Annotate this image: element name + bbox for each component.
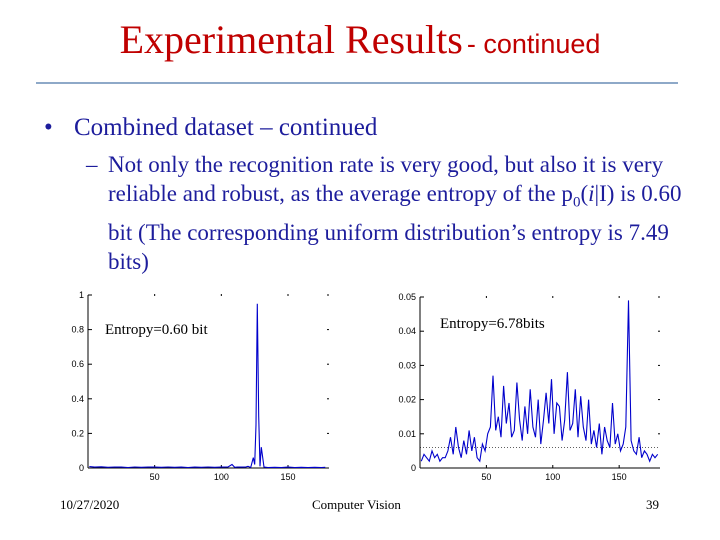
bullet-combined-dataset: • Combined dataset – continued	[44, 114, 377, 142]
y-tick-label: 0.2	[71, 428, 84, 438]
sub-bullet-part-1: Not only the recognition rate is very go…	[108, 152, 664, 206]
y-tick-label: 0.01	[398, 429, 416, 439]
sub-bullet-text: Not only the recognition rate is very go…	[108, 150, 686, 276]
y-tick-label: 0	[79, 463, 84, 473]
annotation-right: Entropy=6.78bits	[440, 316, 545, 332]
y-tick-label: 0.03	[398, 360, 416, 370]
footer-date: 10/27/2020	[60, 497, 120, 512]
x-tick-label: 50	[150, 472, 160, 482]
title-divider	[36, 82, 678, 84]
x-tick-label: 100	[545, 472, 560, 482]
y-tick-label: 0.8	[71, 325, 84, 335]
x-tick-label: 150	[280, 472, 295, 482]
footer-page-number: 39	[646, 497, 659, 512]
y-tick-label: 1	[79, 290, 84, 300]
series-line	[420, 300, 659, 463]
y-tick-label: 0	[411, 463, 416, 473]
y-tick-label: 0.05	[398, 292, 416, 302]
bullet-dot-icon: •	[44, 114, 53, 141]
y-tick-label: 0.6	[71, 359, 84, 369]
plot-right-entropy: Entropy=6.78bits 0 0.01 0.02 0.03 0.04 0.05 50…	[398, 292, 660, 482]
y-tick-label: 0.02	[398, 395, 416, 405]
italic-i: i	[588, 181, 595, 206]
x-tick-label: 100	[214, 472, 229, 482]
dash-icon: –	[86, 152, 98, 177]
footer-center: Computer Vision	[312, 497, 401, 512]
slide-title: Experimental Results - continued	[0, 16, 720, 63]
subscript-zero: 0	[572, 194, 581, 211]
series-line	[89, 303, 326, 469]
sub-bullet-entropy: – Not only the recognition rate is very …	[86, 150, 686, 276]
annotation-left: Entropy=0.60 bit	[105, 322, 208, 338]
y-tick-label: 0.4	[71, 394, 84, 404]
slide-title-sub: - continued	[466, 29, 601, 59]
x-tick-label: 50	[481, 472, 491, 482]
bullet-text: Combined dataset – continued	[74, 114, 378, 141]
y-tick-label: 0.04	[398, 326, 416, 336]
slide-title-main: Experimental Results	[119, 17, 463, 62]
paren-open: (	[580, 181, 589, 206]
sub-bullet-part-2: |I) is 0.60 bit (The corresponding unifo…	[108, 181, 682, 274]
x-tick-label: 150	[612, 472, 627, 482]
